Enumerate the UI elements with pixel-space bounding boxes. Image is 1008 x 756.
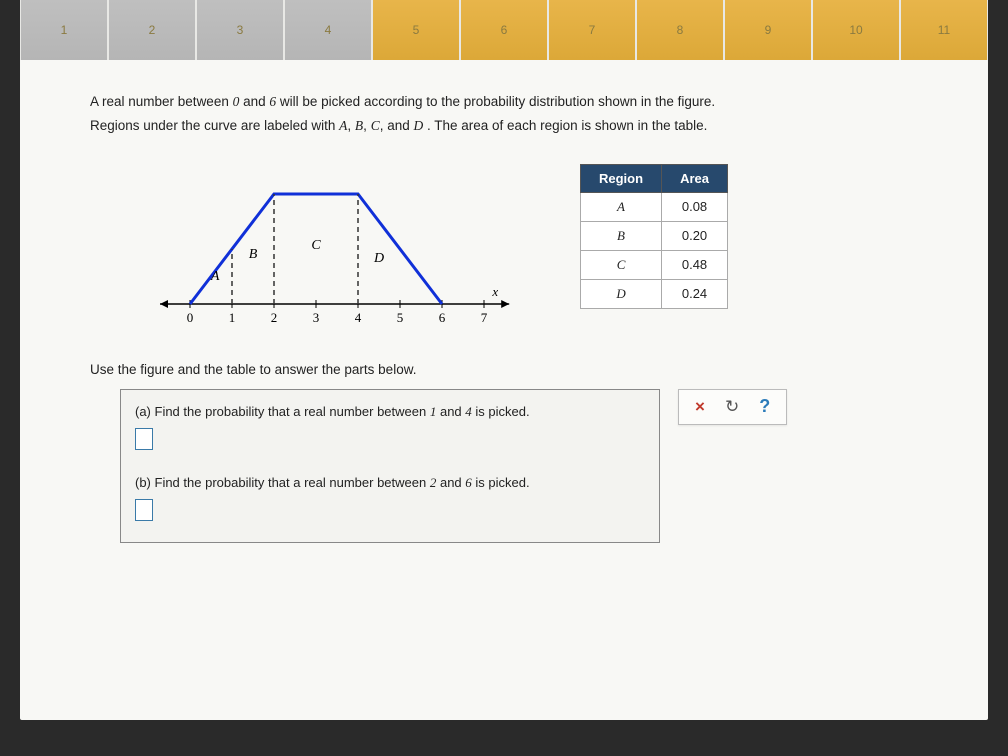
progress-tab[interactable]: 5 xyxy=(373,0,459,60)
svg-text:3: 3 xyxy=(313,310,320,325)
qb-num: 6 xyxy=(465,475,472,490)
num-6: 6 xyxy=(269,94,276,109)
num-0: 0 xyxy=(233,94,240,109)
qb-text: and xyxy=(440,475,465,490)
help-toolbar: × ↻ ? xyxy=(678,389,787,425)
qa-text: and xyxy=(440,404,465,419)
table-row: D0.24 xyxy=(581,279,728,308)
svg-text:0: 0 xyxy=(187,310,194,325)
progress-tab[interactable]: 9 xyxy=(725,0,811,60)
progress-tab[interactable]: 2 xyxy=(109,0,195,60)
reset-icon[interactable]: ↻ xyxy=(725,397,739,417)
table-row: A0.08 xyxy=(581,192,728,221)
density-chart: 0 1 2 3 4 5 6 7x A B C D xyxy=(150,164,530,337)
var-D: D xyxy=(413,118,423,133)
qb-text: is picked. xyxy=(475,475,529,490)
problem-content: A real number between 0 and 6 will be pi… xyxy=(20,60,988,563)
svg-text:D: D xyxy=(373,251,384,266)
var-A: A xyxy=(339,118,347,133)
qa-text: is picked. xyxy=(475,404,529,419)
answer-input-a[interactable] xyxy=(135,428,153,450)
cell-area: 0.48 xyxy=(662,250,728,279)
qb-num: 2 xyxy=(430,475,437,490)
svg-text:2: 2 xyxy=(271,310,278,325)
svg-text:7: 7 xyxy=(481,310,488,325)
svg-text:x: x xyxy=(491,284,498,299)
qb-text: (b) Find the probability that a real num… xyxy=(135,475,430,490)
progress-tab[interactable]: 6 xyxy=(461,0,547,60)
col-region: Region xyxy=(581,164,662,192)
progress-tab[interactable]: 1 xyxy=(21,0,107,60)
question-b: (b) Find the probability that a real num… xyxy=(135,475,645,524)
svg-text:6: 6 xyxy=(439,310,446,325)
qa-text: (a) Find the probability that a real num… xyxy=(135,404,430,419)
area-table: Region Area A0.08B0.20C0.48D0.24 xyxy=(580,164,728,309)
progress-tab[interactable]: 3 xyxy=(197,0,283,60)
instruction-text: Use the figure and the table to answer t… xyxy=(90,362,918,377)
cell-region: D xyxy=(581,279,662,308)
progress-tab[interactable]: 8 xyxy=(637,0,723,60)
intro-text: . The area of each region is shown in th… xyxy=(427,118,707,133)
cell-area: 0.08 xyxy=(662,192,728,221)
intro-text: will be picked according to the probabil… xyxy=(280,94,715,109)
question-a: (a) Find the probability that a real num… xyxy=(135,404,645,453)
cell-area: 0.24 xyxy=(662,279,728,308)
progress-tab[interactable]: 7 xyxy=(549,0,635,60)
intro-text: and xyxy=(243,94,269,109)
cell-region: B xyxy=(581,221,662,250)
table-row: B0.20 xyxy=(581,221,728,250)
svg-text:B: B xyxy=(249,246,258,261)
app-screen: 1234567891011 A real number between 0 an… xyxy=(20,0,988,720)
qa-num: 4 xyxy=(465,404,472,419)
problem-intro: A real number between 0 and 6 will be pi… xyxy=(90,90,918,139)
svg-text:4: 4 xyxy=(355,310,362,325)
svg-text:A: A xyxy=(210,268,220,283)
var-B: B xyxy=(355,118,363,133)
qa-num: 1 xyxy=(430,404,437,419)
cell-region: A xyxy=(581,192,662,221)
intro-text: Regions under the curve are labeled with xyxy=(90,118,339,133)
table-row: C0.48 xyxy=(581,250,728,279)
answer-input-b[interactable] xyxy=(135,499,153,521)
progress-tabs: 1234567891011 xyxy=(20,0,988,60)
progress-tab[interactable]: 11 xyxy=(901,0,987,60)
question-row: (a) Find the probability that a real num… xyxy=(120,389,918,543)
var-C: C xyxy=(371,118,380,133)
close-icon[interactable]: × xyxy=(695,397,705,417)
help-icon[interactable]: ? xyxy=(759,396,770,417)
svg-text:1: 1 xyxy=(229,310,236,325)
svg-text:C: C xyxy=(311,238,321,253)
cell-region: C xyxy=(581,250,662,279)
progress-tab[interactable]: 10 xyxy=(813,0,899,60)
progress-tab[interactable]: 4 xyxy=(285,0,371,60)
intro-text: A real number between xyxy=(90,94,233,109)
question-box: (a) Find the probability that a real num… xyxy=(120,389,660,543)
col-area: Area xyxy=(662,164,728,192)
cell-area: 0.20 xyxy=(662,221,728,250)
svg-text:5: 5 xyxy=(397,310,404,325)
figure-row: 01234567xABCD Region Area A0.08B0.20C0.4… xyxy=(150,164,918,337)
